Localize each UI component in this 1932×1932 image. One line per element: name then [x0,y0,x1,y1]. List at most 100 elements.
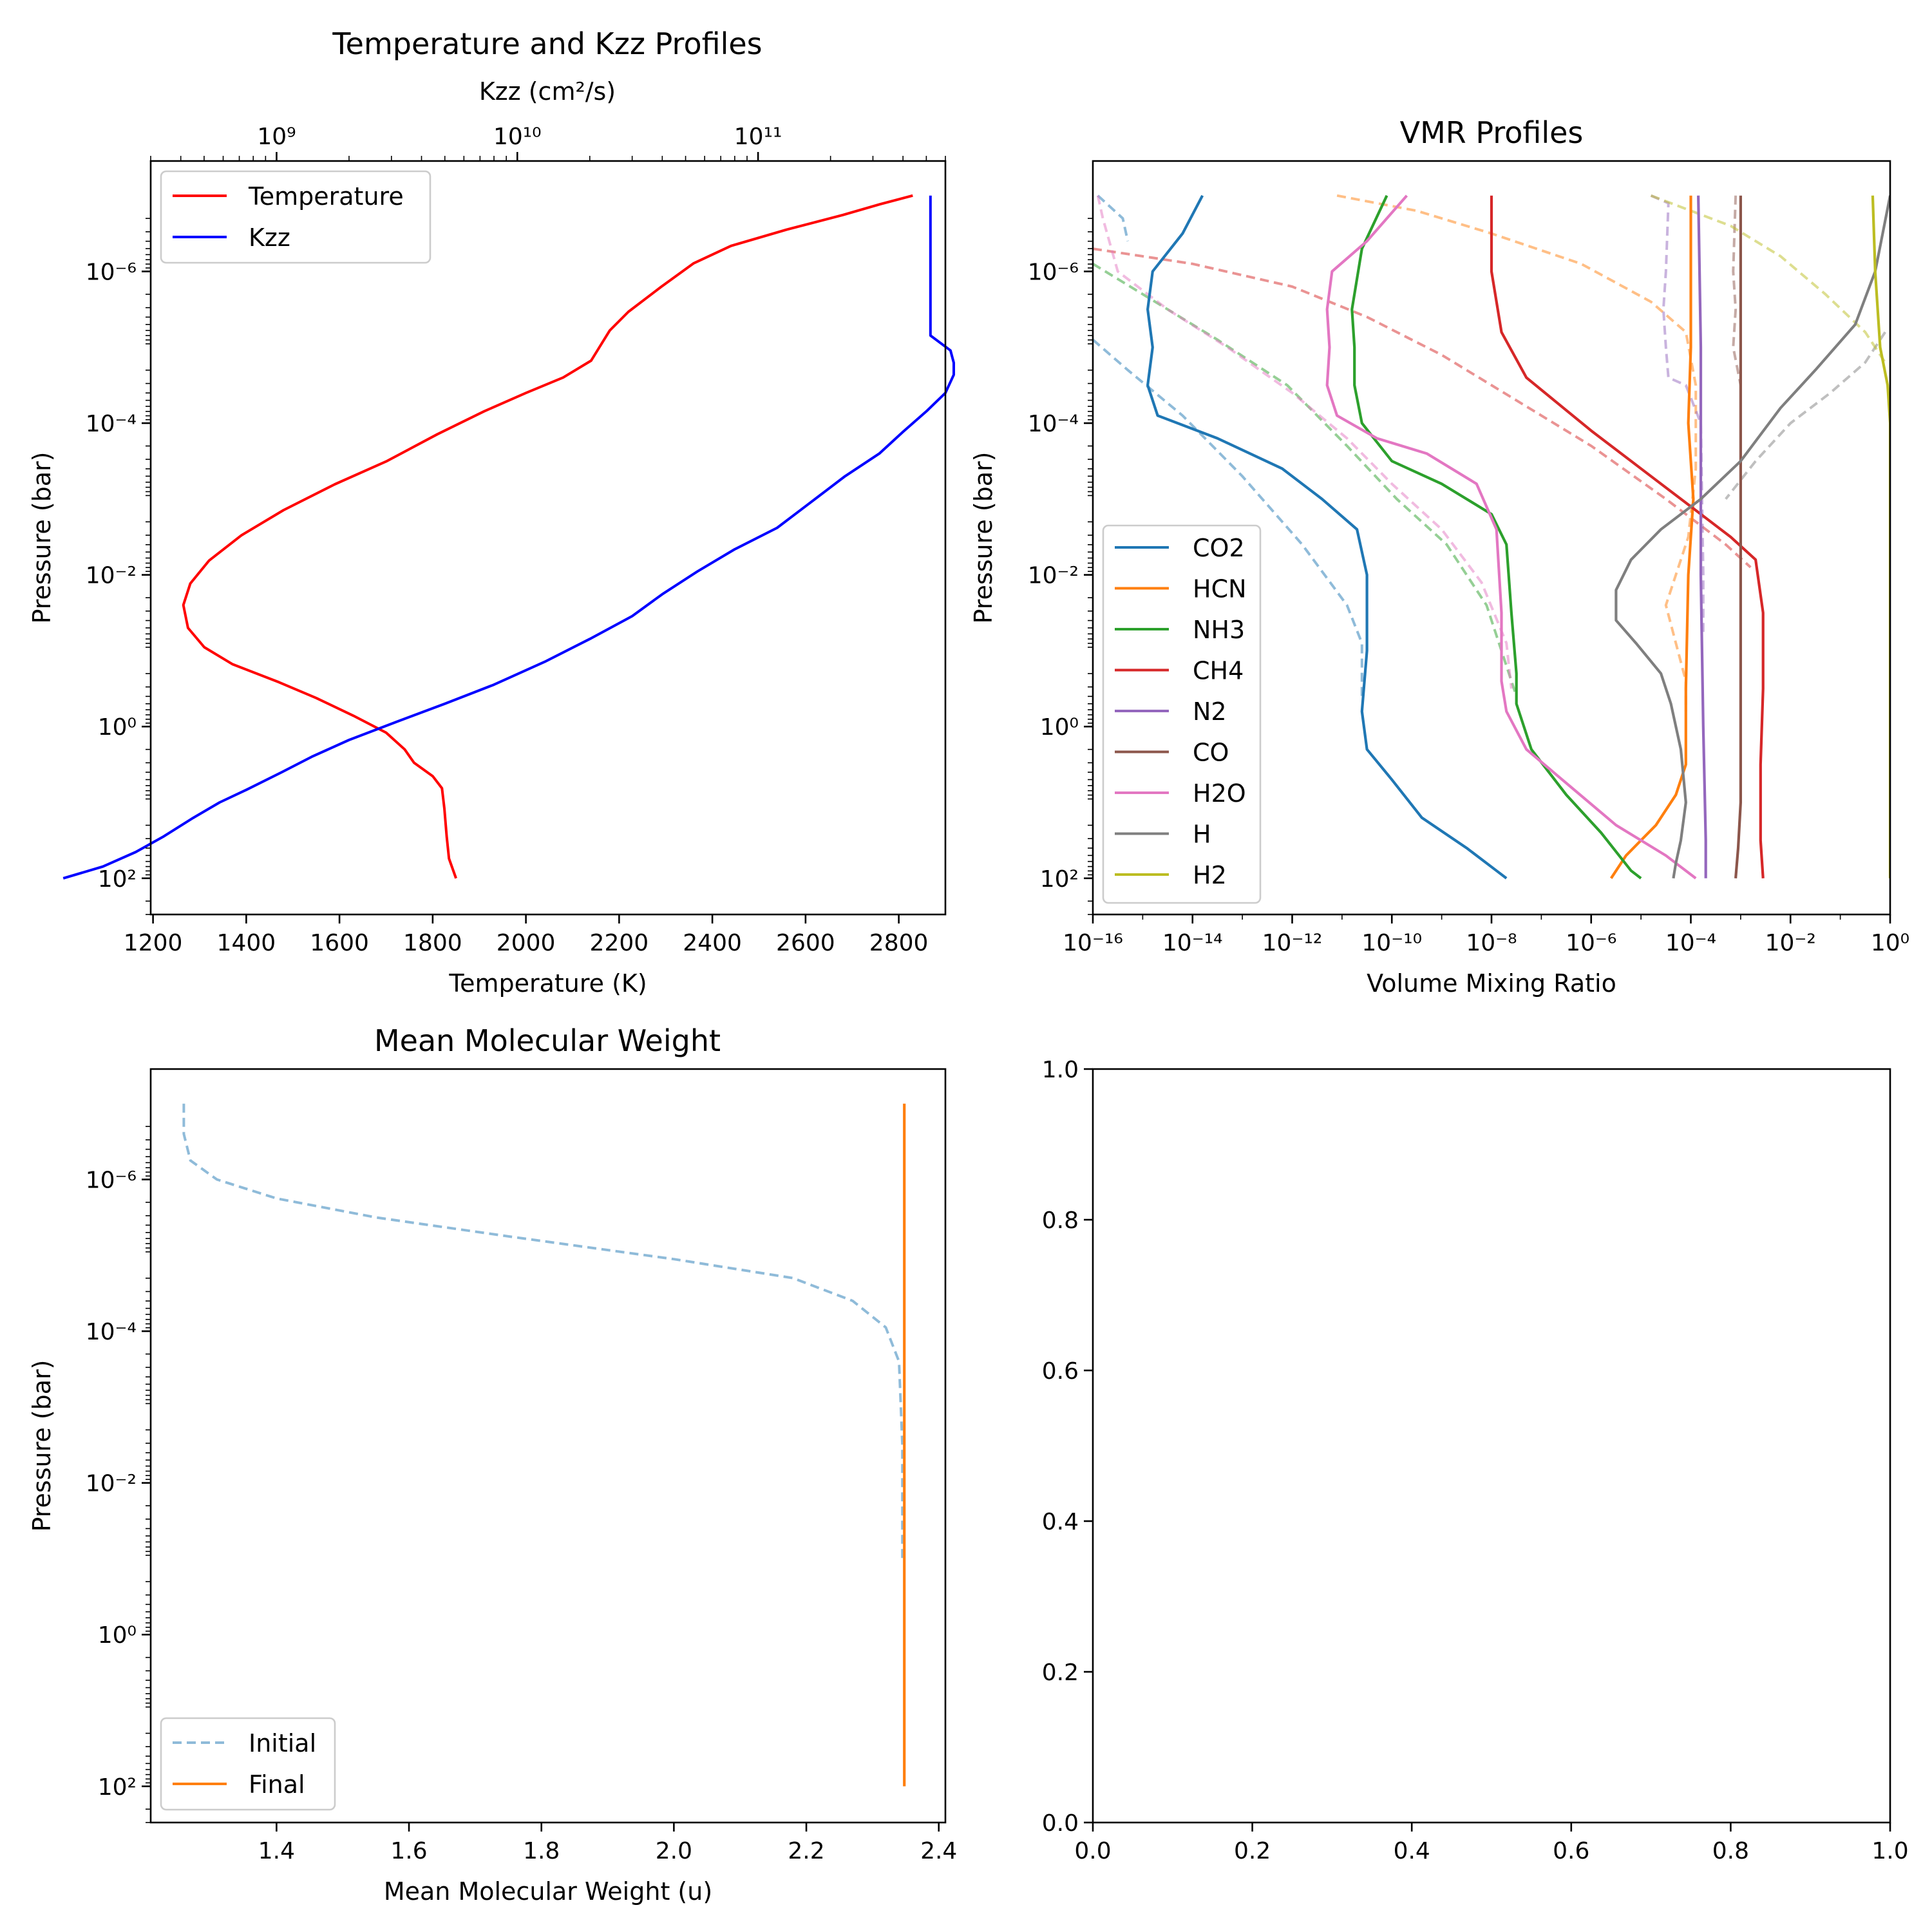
series-line-nh3 [1350,194,1642,880]
initial-line-co [1732,195,1742,386]
legend-label-co: CO [1193,739,1229,767]
panel2-ytick-label: 10⁻⁴ [1028,411,1079,437]
x-tick-label: 2400 [683,930,742,956]
x-tick-label: 1.8 [523,1838,560,1864]
x-tick-label: 0.2 [1234,1838,1271,1864]
legend-label-n2: N2 [1193,697,1227,726]
series-line-co [1734,195,1742,878]
x-tick-label: 1600 [310,930,369,956]
panel2-ytick-label: 10⁻² [1028,563,1079,589]
panel3-xlabel: Mean Molecular Weight (u) [384,1877,712,1906]
x-tick-label: 1400 [217,930,276,956]
x-tick-label: 10⁰ [1871,930,1909,956]
panel3-ytick-label: 10⁰ [98,1622,137,1649]
x-tick-label: 1.0 [1871,1838,1908,1864]
initial-line-co2 [1097,194,1130,242]
x-tick-label: 2600 [776,930,835,956]
x-tick-label: 1800 [403,930,462,956]
panel1-ytick-label: 10⁻⁶ [86,259,137,285]
panel2-title: VMR Profiles [1400,115,1584,150]
x-tick-label: 0.6 [1553,1838,1589,1864]
legend-label-initial: Initial [249,1729,316,1757]
panel3-legend: Initial Final [160,1717,336,1811]
series-line-h2 [1871,195,1890,878]
panel-mean-molecular-weight: Mean Molecular Weight 1.4 1.6 1.8 2.0 2.2 2.4… [28,1023,957,1906]
legend-label-kzz: Kzz [249,223,290,252]
initial-line-h2 [1650,194,1886,363]
panel2-ytick-label: 10² [1040,866,1079,893]
series-line-h2o [1325,194,1697,880]
legend-label-ch4: CH4 [1193,657,1244,685]
panel1-legend: Temperature Kzz [160,170,431,264]
x-tick-label: 10⁻¹² [1262,930,1323,956]
vmr-lines [1093,194,1890,880]
initial-line-hcn [1336,194,1698,712]
legend-label-hcn: HCN [1193,575,1247,603]
series-line-h [1615,195,1890,879]
legend-label-nh3: NH3 [1193,616,1245,644]
x-tick-label: 1200 [124,930,183,956]
initial-line-ch4 [1093,247,1752,569]
x-tick-label: 1.6 [390,1838,427,1864]
y-tick-label: 0.4 [1042,1509,1079,1535]
initial-line-nh3 [1093,262,1518,697]
y-tick-label: 0.0 [1042,1810,1079,1837]
panel1-ytick-label: 10² [98,866,137,893]
x-tick-label: 0.0 [1074,1838,1111,1864]
y-tick-label: 1.0 [1042,1057,1079,1083]
panel3-ytick-label: 10⁻⁶ [86,1167,137,1193]
y-tick-label: 0.6 [1042,1358,1079,1385]
initial-line-h2o [1096,195,1513,689]
legend-label-final: Final [249,1770,305,1799]
initial-line-co2 [1093,338,1363,697]
panel3-ylabel: Pressure (bar) [28,1359,56,1531]
top-x-tick-label: 10⁹ [257,124,296,150]
x-tick-label: 10⁻⁴ [1665,930,1716,956]
legend-label-co2: CO2 [1193,534,1245,562]
panel1-top-xlabel: Kzz (cm²/s) [479,77,616,106]
panel3-ytick-label: 10⁻⁴ [86,1319,137,1345]
x-tick-label: 10⁻² [1765,930,1816,956]
panel3-frame [149,1068,947,1824]
panel2-ylabel: Pressure (bar) [969,451,998,623]
x-tick-label: 10⁻¹⁶ [1063,930,1123,956]
x-tick-label: 0.8 [1712,1838,1749,1864]
legend-label-h2o: H2O [1193,779,1246,808]
x-tick-label: 10⁻¹⁰ [1361,930,1422,956]
panel2-ytick-label: 10⁻⁶ [1028,259,1079,285]
series-line-ch4 [1490,195,1765,878]
series-line-kzz [62,195,955,880]
legend-label-h2: H2 [1193,861,1227,889]
top-x-tick-label: 10¹¹ [734,124,782,150]
top-x-tick-label: 10¹⁰ [493,124,542,150]
initial-line-h [1725,331,1886,500]
series-line-hcn [1609,195,1695,879]
panel2-xlabel: Volume Mixing Ratio [1367,969,1616,998]
y-tick-label: 0.8 [1042,1208,1079,1234]
panel1-ytick-label: 10⁰ [98,714,137,741]
panel-vmr: VMR Profiles 10⁻¹⁶ 10⁻¹⁴ 10⁻¹² 10⁻¹⁰ 10⁻⁸ 10⁻… [969,115,1909,998]
panel1-frame [149,160,947,916]
x-tick-label: 2000 [497,930,556,956]
panel1-ylabel: Pressure (bar) [28,451,56,623]
panel2-legend: CO2 HCN NH3 CH4 N2 CO H2O H H2 [1102,524,1262,904]
x-tick-label: 2800 [869,930,929,956]
x-tick-label: 2200 [590,930,649,956]
legend-label-temperature: Temperature [248,182,404,211]
panel4-frame [1092,1068,1891,1824]
x-tick-label: 10⁻⁶ [1566,930,1616,956]
x-tick-label: 2.4 [920,1838,957,1864]
series-line-co2 [1146,194,1508,880]
panel-empty: 0.0 0.2 0.4 0.6 0.8 1.0 0.0 0.2 0.4 0.6 0.8 1.0 [1042,1057,1909,1864]
panel1-xlabel: Temperature (K) [448,969,647,998]
panel1-ytick-label: 10⁻² [86,563,137,589]
panel3-ytick-label: 10⁻² [86,1471,137,1497]
series-line-n2 [1697,195,1707,878]
series-line-temperature [182,194,913,879]
x-tick-label: 2.2 [788,1838,824,1864]
panel3-ytick-label: 10² [98,1774,137,1801]
panel1-ytick-label: 10⁻⁴ [86,411,137,437]
x-tick-label: 10⁻¹⁴ [1162,930,1223,956]
panel2-ytick-label: 10⁰ [1040,714,1079,741]
